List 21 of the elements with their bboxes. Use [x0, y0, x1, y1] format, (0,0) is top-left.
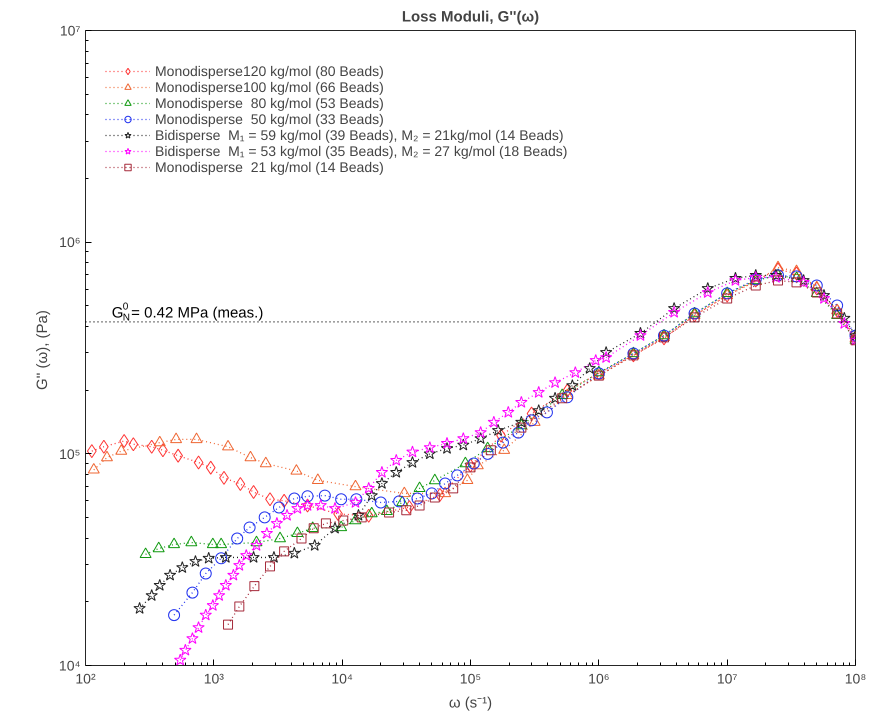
- x-axis-title: ω (s⁻¹): [448, 694, 492, 712]
- x-tick-label: 10⁶: [588, 670, 610, 686]
- legend-label: Monodisperse 21 kg/mol (14 Beads): [155, 159, 384, 175]
- y-axis-title: G'' (ω), (Pa): [34, 310, 51, 390]
- x-tick-label: 10³: [204, 670, 224, 686]
- legend-label: Bidisperse M₁ = 53 kg/mol (35 Beads), M₂ = 27 kg/mol (18 Beads): [155, 143, 568, 159]
- x-tick-label: 10⁷: [716, 670, 738, 686]
- x-tick-label: 10⁸: [844, 670, 866, 686]
- y-tick-label: 10⁶: [59, 234, 81, 250]
- y-tick-label: 10⁴: [58, 658, 81, 674]
- x-tick-label: 10²: [75, 670, 96, 686]
- x-tick-label: 10⁴: [331, 670, 353, 686]
- legend-label: Monodisperse 80 kg/mol (53 Beads): [155, 95, 384, 111]
- y-tick-label: 10⁵: [59, 446, 81, 462]
- chart-title: Loss Moduli, G''(ω): [402, 8, 540, 26]
- x-tick-label: 10⁵: [460, 670, 482, 686]
- legend-label: Bidisperse M₁ = 59 kg/mol (39 Beads), M₂ = 21kg/mol (14 Beads): [155, 127, 564, 143]
- y-tick-label: 10⁷: [60, 22, 81, 38]
- legend-label: Monodisperse100 kg/mol (66 Beads): [155, 79, 384, 95]
- legend-label: Monodisperse120 kg/mol (80 Beads): [155, 63, 384, 79]
- legend-label: Monodisperse 50 kg/mol (33 Beads): [155, 111, 384, 127]
